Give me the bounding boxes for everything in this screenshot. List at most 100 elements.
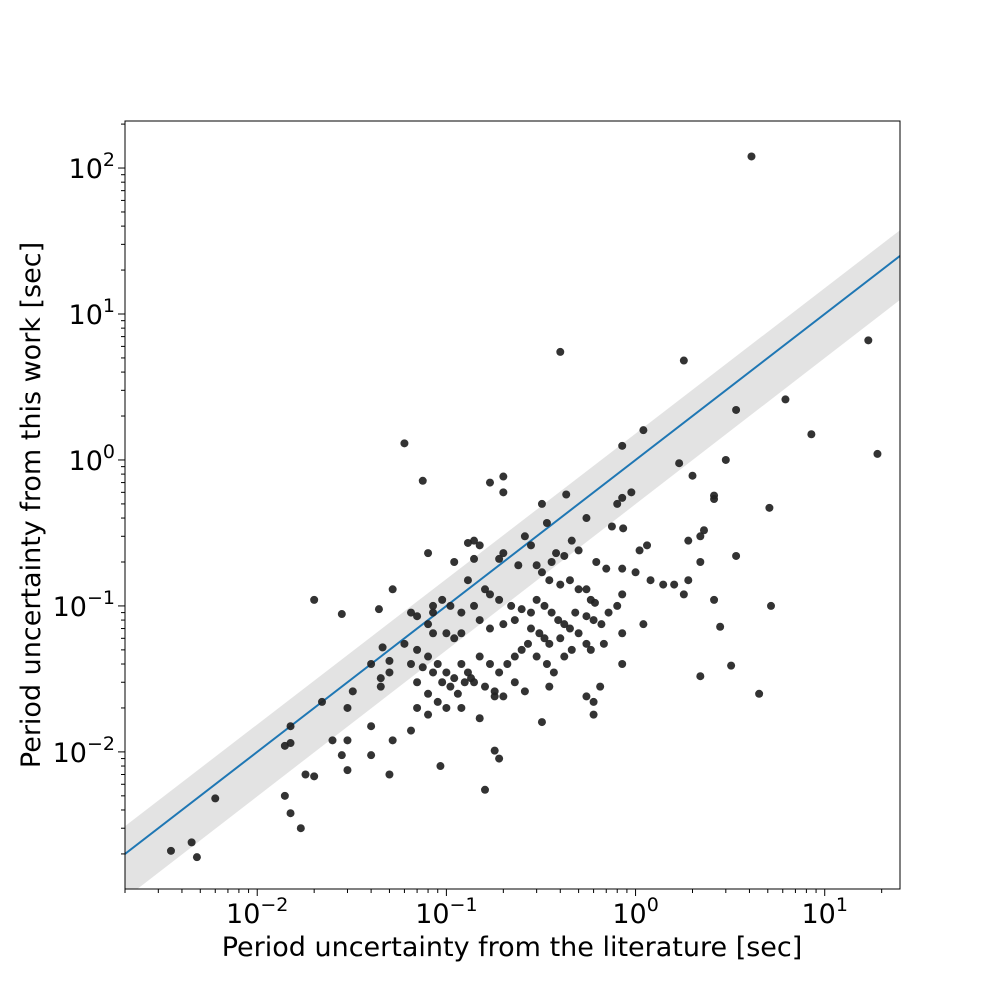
data-point: [556, 347, 565, 356]
data-point: [590, 598, 599, 607]
data-point: [607, 522, 616, 531]
data-point: [732, 405, 741, 414]
data-point: [684, 576, 693, 585]
data-point: [192, 853, 201, 862]
data-point: [485, 590, 494, 599]
data-point: [532, 561, 541, 570]
data-point: [413, 645, 422, 654]
data-point: [495, 668, 504, 677]
data-point: [635, 546, 644, 555]
data-point: [560, 551, 569, 560]
data-point: [463, 576, 472, 585]
data-point: [406, 726, 415, 735]
data-point: [688, 471, 697, 480]
data-point: [310, 772, 319, 781]
data-point: [597, 620, 606, 629]
data-point: [485, 660, 494, 669]
data-point: [582, 639, 591, 648]
data-point: [684, 536, 693, 545]
data-point: [337, 610, 346, 619]
x-axis-label: Period uncertainty from the literature […: [222, 932, 803, 963]
data-point: [413, 678, 422, 687]
data-point: [552, 549, 561, 558]
plot-area: [125, 152, 900, 889]
data-point: [696, 672, 705, 681]
data-point: [582, 585, 591, 594]
data-point: [475, 541, 484, 550]
data-point: [679, 590, 688, 599]
data-point: [510, 616, 519, 625]
data-point: [348, 687, 357, 696]
x-tick-label: 10−1: [415, 894, 477, 930]
data-point: [343, 736, 352, 745]
data-point: [554, 616, 563, 625]
data-point: [537, 568, 546, 577]
data-point: [400, 439, 409, 448]
data-point: [470, 554, 479, 563]
data-point: [442, 668, 451, 677]
data-point: [438, 678, 447, 687]
data-point: [433, 660, 442, 669]
data-point: [526, 624, 535, 633]
data-point: [618, 564, 627, 573]
data-point: [602, 564, 611, 573]
uncertainty-band: [125, 230, 900, 889]
data-point: [367, 722, 376, 731]
data-point: [542, 660, 551, 669]
data-point: [732, 551, 741, 560]
data-point: [618, 493, 627, 502]
data-point: [337, 751, 346, 760]
data-point: [547, 557, 556, 566]
data-point: [613, 601, 622, 610]
data-point: [604, 608, 613, 617]
data-point: [510, 652, 519, 661]
data-point: [467, 674, 476, 683]
data-point: [429, 601, 438, 610]
data-point: [592, 557, 601, 566]
data-point: [526, 541, 535, 550]
data-point: [639, 620, 648, 629]
data-point: [187, 838, 196, 847]
data-point: [446, 682, 455, 691]
data-point: [317, 697, 326, 706]
data-point: [310, 595, 319, 604]
data-point: [532, 652, 541, 661]
data-point: [535, 629, 544, 638]
y-axis-label: Period uncertainty from this work [sec]: [16, 242, 47, 768]
data-point: [517, 645, 526, 654]
data-point: [211, 794, 220, 803]
y-tick-label: 100: [69, 441, 115, 477]
data-point: [286, 739, 295, 748]
data-point: [618, 629, 627, 638]
data-point: [413, 703, 422, 712]
data-point: [540, 634, 549, 643]
data-point: [619, 524, 628, 533]
data-point: [485, 478, 494, 487]
data-point: [755, 689, 764, 698]
data-point: [343, 703, 352, 712]
data-point: [490, 746, 499, 755]
data-point: [747, 152, 756, 161]
data-point: [599, 639, 608, 648]
data-point: [460, 678, 469, 687]
data-point: [429, 608, 438, 617]
data-point: [560, 652, 569, 661]
data-point: [510, 678, 519, 687]
data-point: [490, 692, 499, 701]
data-point: [565, 576, 574, 585]
data-point: [442, 629, 451, 638]
data-point: [532, 595, 541, 604]
x-tick-label: 100: [612, 894, 658, 930]
data-point: [520, 532, 529, 541]
data-point: [560, 620, 569, 629]
data-point: [565, 624, 574, 633]
data-point: [495, 754, 504, 763]
data-point: [418, 476, 427, 485]
data-point: [549, 668, 558, 677]
data-point: [582, 514, 591, 523]
data-point: [589, 710, 598, 719]
data-point: [457, 608, 466, 617]
data-point: [286, 722, 295, 731]
data-point: [499, 488, 508, 497]
